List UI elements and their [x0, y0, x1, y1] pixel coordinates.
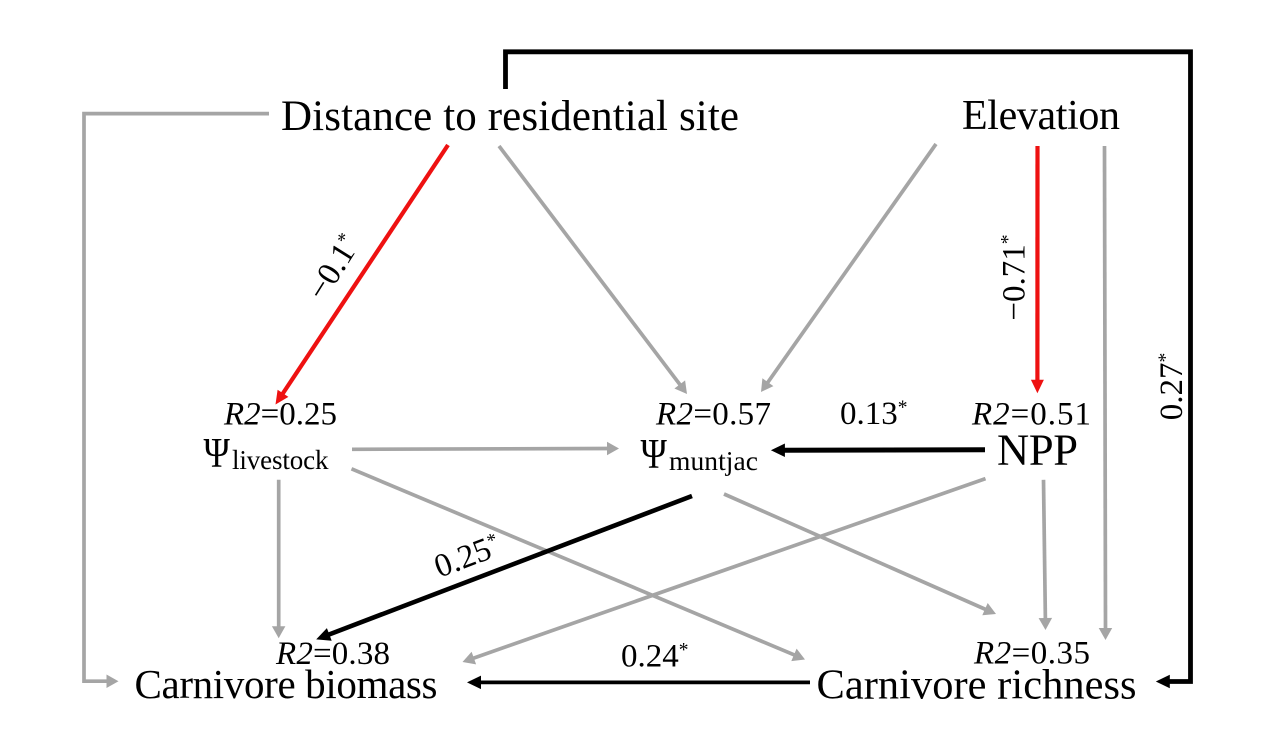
svg-text:0.27*: 0.27*: [1154, 353, 1190, 421]
svg-text:R2=0.38: R2=0.38: [275, 636, 390, 672]
svg-text:−0.1*: −0.1*: [300, 229, 367, 307]
svg-text:−0.71*: −0.71*: [997, 234, 1033, 320]
svg-text:R2=0.57: R2=0.57: [655, 397, 771, 433]
svg-text:livestock: livestock: [232, 445, 329, 475]
svg-text:Ψ: Ψ: [204, 430, 231, 476]
svg-text:0.24*: 0.24*: [621, 639, 689, 675]
svg-text:Carnivore richness: Carnivore richness: [817, 662, 1137, 709]
svg-text:0.25*: 0.25*: [430, 528, 506, 586]
svg-text:0.13*: 0.13*: [840, 396, 908, 432]
svg-text:R2=0.25: R2=0.25: [223, 397, 337, 433]
svg-text:R2=0.51: R2=0.51: [971, 397, 1091, 433]
svg-text:Carnivore biomass: Carnivore biomass: [135, 661, 438, 707]
svg-text:Elevation: Elevation: [962, 93, 1120, 139]
svg-text:NPP: NPP: [997, 425, 1078, 475]
svg-text:Ψ: Ψ: [641, 431, 668, 477]
svg-text:R2=0.35: R2=0.35: [973, 636, 1090, 672]
svg-text:muntjac: muntjac: [669, 445, 758, 476]
svg-text:Distance to residential site: Distance to residential site: [281, 93, 739, 140]
